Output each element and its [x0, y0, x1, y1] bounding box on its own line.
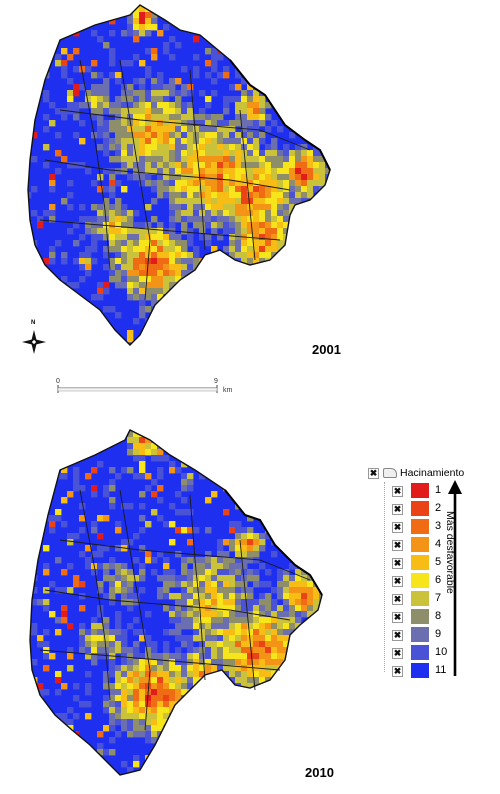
map-2010 [29, 429, 323, 776]
legend-swatch [411, 573, 429, 588]
legend-class-label: 9 [435, 628, 442, 640]
legend-class-row: ✖ 7 [380, 590, 450, 608]
direction-label: Más desfavorable [444, 511, 470, 671]
legend-class-row: ✖ 3 [380, 518, 450, 536]
legend-class-row: ✖ 9 [380, 626, 450, 644]
legend-swatch [411, 645, 429, 660]
legend-class-row: ✖ 5 [380, 554, 450, 572]
layer-visibility-checkbox[interactable]: ✖ [368, 467, 379, 479]
class-checkbox[interactable]: ✖ [392, 504, 403, 515]
legend-class-row: ✖ 8 [380, 608, 450, 626]
legend-swatch [411, 519, 429, 534]
legend-class-label: 8 [435, 610, 442, 622]
north-arrow-icon [22, 330, 46, 354]
legend-class-label: 6 [435, 574, 442, 586]
legend-class-row: ✖ 11 [380, 662, 450, 680]
class-checkbox[interactable]: ✖ [392, 666, 403, 677]
class-checkbox[interactable]: ✖ [392, 486, 403, 497]
direction-arrow-icon [448, 480, 462, 676]
legend-class-label: 1 [435, 484, 442, 496]
legend-class-label: 10 [435, 646, 448, 658]
legend-swatch [411, 501, 429, 516]
north-label: N [31, 320, 36, 326]
map-2001 [27, 4, 331, 346]
scale-end-label: 9 [214, 378, 218, 385]
legend-swatch [411, 555, 429, 570]
legend-swatch [411, 483, 429, 498]
class-checkbox[interactable]: ✖ [392, 612, 403, 623]
legend-swatch [411, 627, 429, 642]
legend-panel: ✖ Hacinamiento ✖ 1 ✖ 2 ✖ 3 ✖ 4 ✖ 5 ✖ 6 ✖ 7 ✖ 8 ✖ 9 ✖ 10 ✖ 11 … [368, 466, 500, 794]
legend-swatch [411, 591, 429, 606]
legend-class-label: 7 [435, 592, 442, 604]
class-checkbox[interactable]: ✖ [392, 540, 403, 551]
legend-swatch [411, 663, 429, 678]
class-checkbox[interactable]: ✖ [392, 594, 403, 605]
layer-icon [383, 468, 397, 478]
legend-title: Hacinamiento [400, 467, 465, 479]
map-year-label: 2010 [305, 765, 334, 780]
legend-class-label: 3 [435, 520, 442, 532]
class-checkbox[interactable]: ✖ [392, 558, 403, 569]
class-checkbox[interactable]: ✖ [392, 576, 403, 587]
legend-swatch [411, 609, 429, 624]
class-checkbox[interactable]: ✖ [392, 522, 403, 533]
legend-class-row: ✖ 10 [380, 644, 450, 662]
scale-unit-label: km [223, 387, 233, 394]
legend-class-label: 11 [435, 664, 447, 676]
legend-swatch [411, 537, 429, 552]
class-checkbox[interactable]: ✖ [392, 648, 403, 659]
legend-class-label: 2 [435, 502, 442, 514]
legend-class-list: ✖ 1 ✖ 2 ✖ 3 ✖ 4 ✖ 5 ✖ 6 ✖ 7 ✖ 8 ✖ 9 ✖ 10 ✖ 11 [380, 482, 450, 680]
legend-class-label: 5 [435, 556, 442, 568]
scale-bar [57, 385, 218, 393]
legend-class-row: ✖ 6 [380, 572, 450, 590]
legend-class-label: 4 [435, 538, 442, 550]
class-checkbox[interactable]: ✖ [392, 630, 403, 641]
direction-label-text: Más desfavorable [444, 511, 456, 594]
legend-class-row: ✖ 4 [380, 536, 450, 554]
legend-class-row: ✖ 1 [380, 482, 450, 500]
tree-connector [384, 482, 386, 672]
map-year-label: 2001 [312, 342, 341, 357]
scale-start-label: 0 [56, 378, 60, 385]
legend-header: ✖ Hacinamiento [368, 466, 464, 480]
legend-class-row: ✖ 2 [380, 500, 450, 518]
